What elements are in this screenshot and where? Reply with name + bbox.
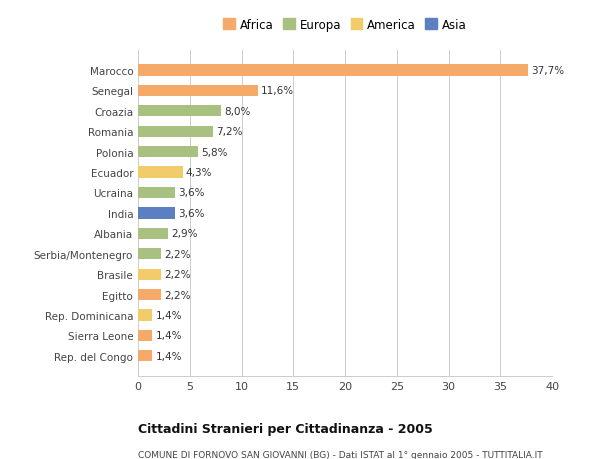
Text: 5,8%: 5,8%: [201, 147, 227, 157]
Bar: [138, 65, 528, 77]
Text: 3,6%: 3,6%: [178, 188, 205, 198]
Text: 1,4%: 1,4%: [155, 310, 182, 320]
Bar: [138, 350, 152, 362]
Bar: [138, 330, 152, 341]
Text: Cittadini Stranieri per Cittadinanza - 2005: Cittadini Stranieri per Cittadinanza - 2…: [138, 422, 433, 435]
Legend: Africa, Europa, America, Asia: Africa, Europa, America, Asia: [218, 14, 472, 36]
Bar: [138, 86, 258, 97]
Text: COMUNE DI FORNOVO SAN GIOVANNI (BG) - Dati ISTAT al 1° gennaio 2005 - TUTTITALIA: COMUNE DI FORNOVO SAN GIOVANNI (BG) - Da…: [138, 450, 542, 459]
Text: 37,7%: 37,7%: [532, 66, 565, 76]
Bar: [138, 106, 221, 117]
Text: 2,9%: 2,9%: [171, 229, 197, 239]
Text: 2,2%: 2,2%: [164, 269, 190, 280]
Bar: [138, 269, 161, 280]
Text: 11,6%: 11,6%: [261, 86, 294, 96]
Bar: [138, 228, 168, 240]
Bar: [138, 187, 175, 199]
Text: 1,4%: 1,4%: [155, 330, 182, 341]
Bar: [138, 208, 175, 219]
Bar: [138, 147, 198, 158]
Bar: [138, 249, 161, 260]
Bar: [138, 167, 182, 178]
Text: 4,3%: 4,3%: [185, 168, 212, 178]
Text: 1,4%: 1,4%: [155, 351, 182, 361]
Text: 2,2%: 2,2%: [164, 249, 190, 259]
Bar: [138, 126, 212, 138]
Text: 8,0%: 8,0%: [224, 106, 250, 117]
Text: 2,2%: 2,2%: [164, 290, 190, 300]
Text: 3,6%: 3,6%: [178, 208, 205, 218]
Text: 7,2%: 7,2%: [215, 127, 242, 137]
Bar: [138, 289, 161, 301]
Bar: [138, 310, 152, 321]
